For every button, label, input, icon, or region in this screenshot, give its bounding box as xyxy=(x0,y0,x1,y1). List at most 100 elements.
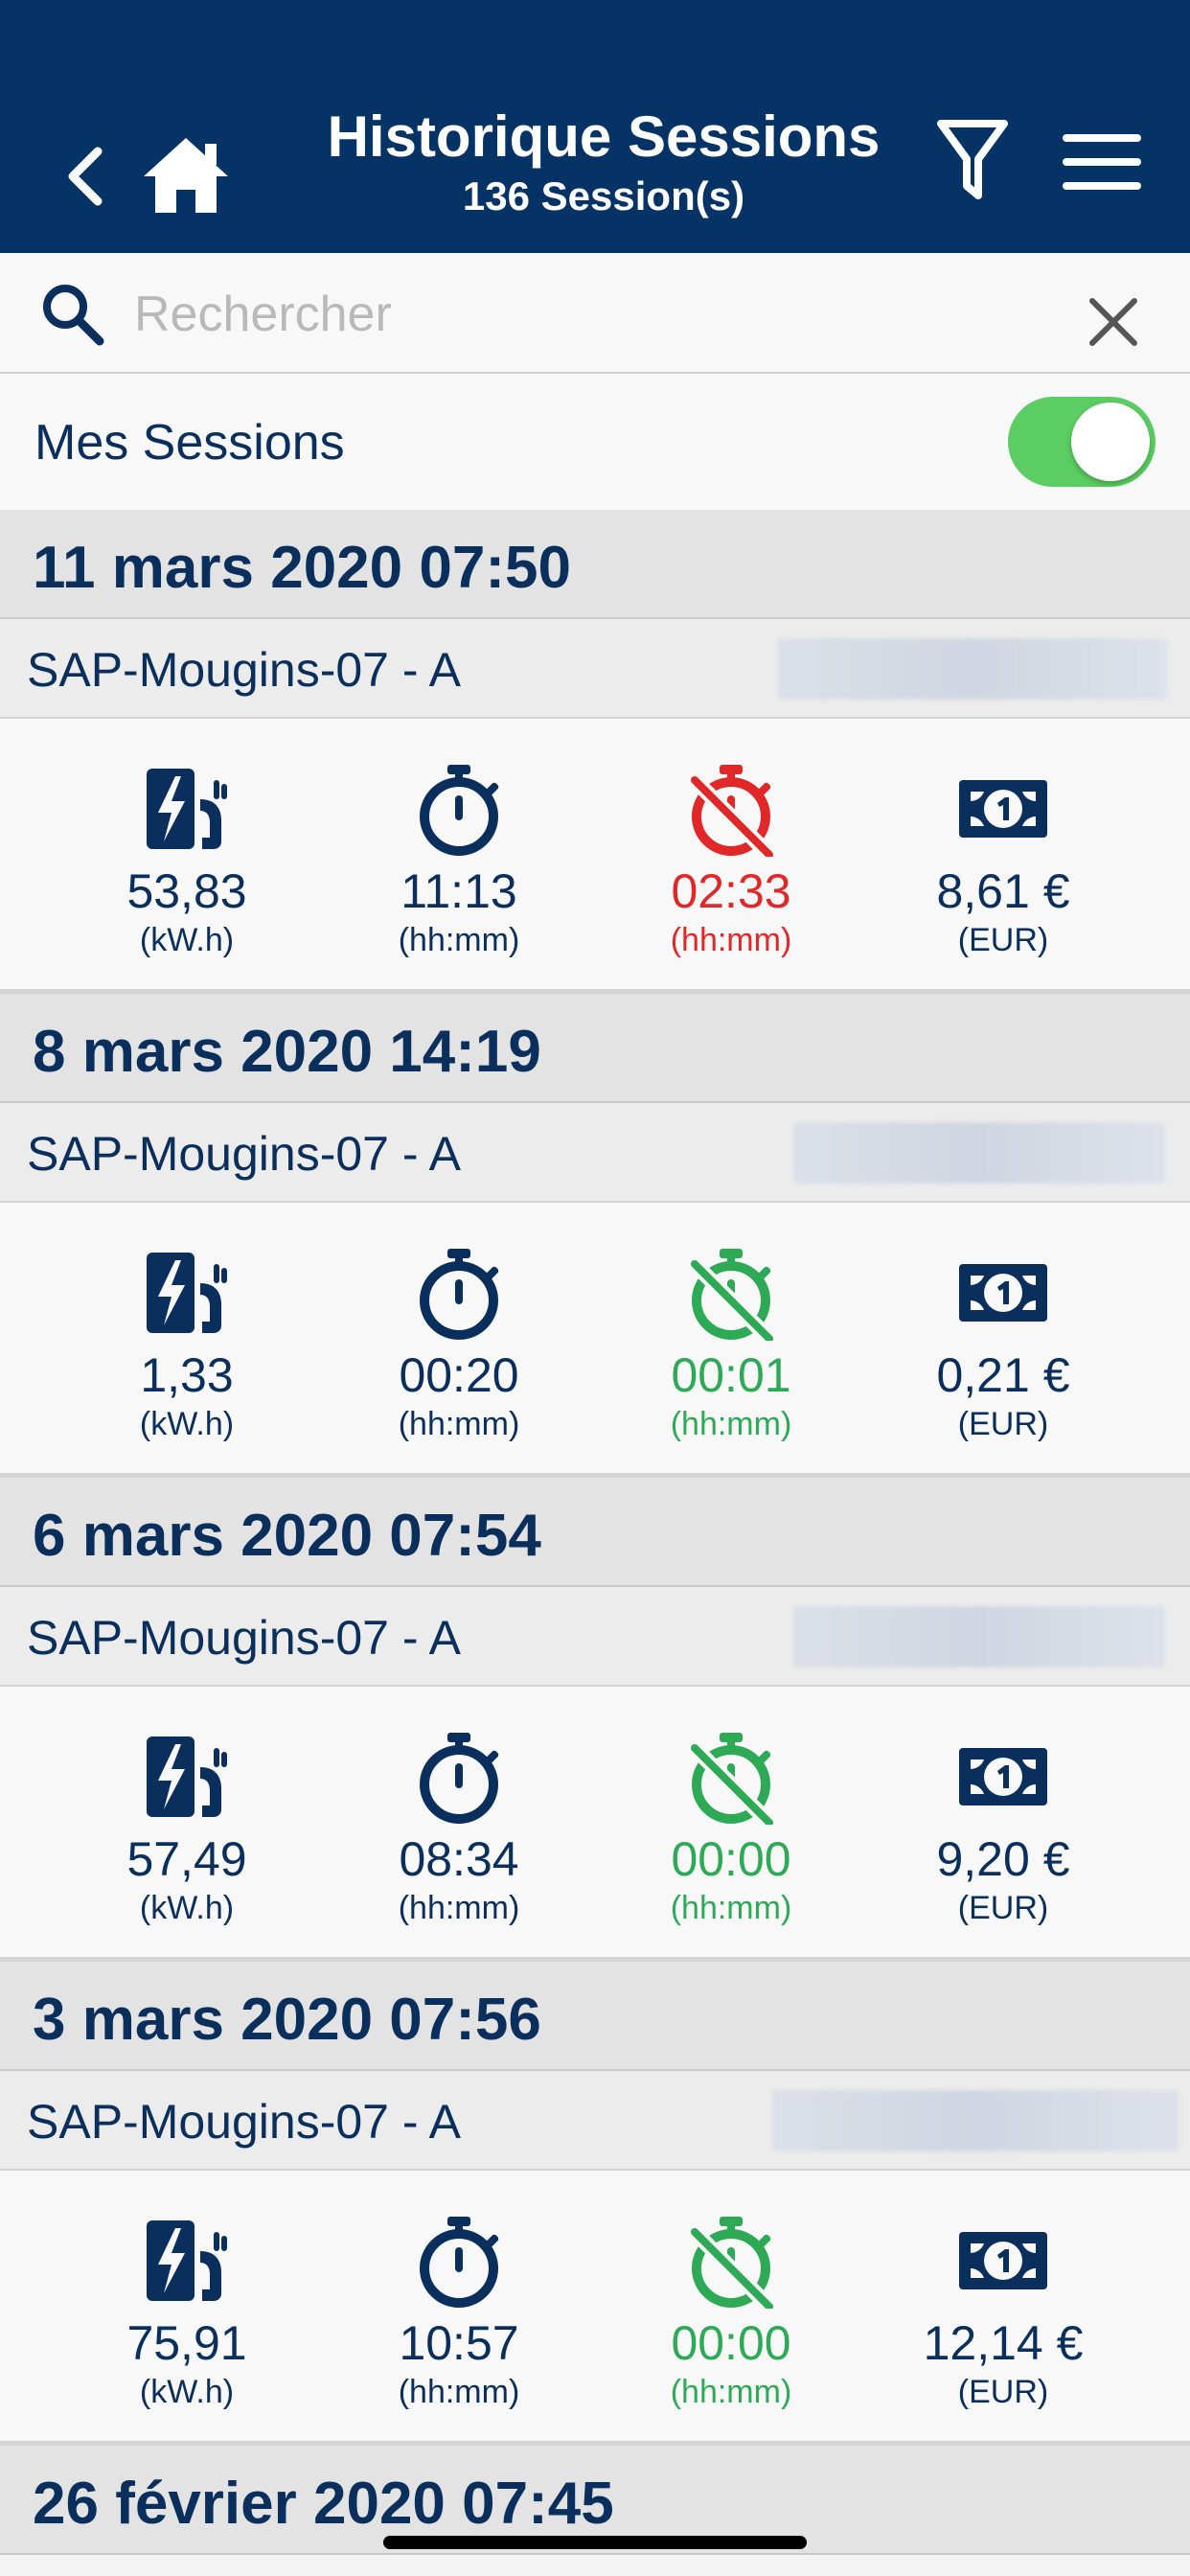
search-icon xyxy=(43,285,104,346)
cost-stat: 0,21 € (EUR) xyxy=(867,1203,1139,1473)
cost-stat: 12,14 € (EUR) xyxy=(867,2171,1139,2441)
session-card[interactable]: 11 mars 2020 07:50 SAP-Mougins-07 - A 53… xyxy=(0,510,1190,994)
session-card[interactable]: 3 mars 2020 07:56 SAP-Mougins-07 - A 75,… xyxy=(0,1962,1190,2446)
session-date-header: 3 mars 2020 07:56 xyxy=(0,1962,1190,2071)
energy-stat: 75,91 (kW.h) xyxy=(51,2171,323,2441)
session-card[interactable]: 6 mars 2020 07:54 SAP-Mougins-07 - A 57,… xyxy=(0,1478,1190,1962)
cost-unit: (EUR) xyxy=(957,2374,1049,2410)
session-stats: 53,83 (kW.h) 11:13 (hh:mm) 02:33 (hh:mm)… xyxy=(0,719,1190,989)
home-icon xyxy=(144,138,228,213)
idle-unit: (hh:mm) xyxy=(670,1890,792,1926)
back-button[interactable] xyxy=(54,138,115,215)
session-stats: 57,49 (kW.h) 08:34 (hh:mm) 00:00 (hh:mm)… xyxy=(0,1687,1190,1957)
divider xyxy=(0,1473,1190,1478)
ev-charging-icon xyxy=(139,761,235,857)
stopwatch-off-icon xyxy=(683,1729,779,1825)
session-date-header: 11 mars 2020 07:50 xyxy=(0,510,1190,619)
redacted-field xyxy=(793,1122,1165,1184)
session-date-header: 6 mars 2020 07:54 xyxy=(0,1478,1190,1587)
page-title: Historique Sessions xyxy=(327,104,881,169)
home-indicator[interactable] xyxy=(383,2536,807,2549)
cost-value: 12,14 € xyxy=(923,2316,1084,2370)
home-button[interactable] xyxy=(140,132,232,218)
station-name: SAP-Mougins-07 - A xyxy=(27,643,461,697)
app-header: Historique Sessions 136 Session(s) xyxy=(0,0,1190,253)
duration-unit: (hh:mm) xyxy=(398,2374,520,2410)
idle-unit: (hh:mm) xyxy=(670,1406,792,1442)
chevron-left-icon xyxy=(68,147,103,206)
menu-button[interactable] xyxy=(1058,128,1146,196)
filter-icon xyxy=(937,120,1008,199)
session-date: 26 février 2020 07:45 xyxy=(33,2471,614,2537)
hamburger-menu-icon xyxy=(1063,134,1141,190)
session-date: 11 mars 2020 07:50 xyxy=(33,535,571,601)
session-date-header: 8 mars 2020 14:19 xyxy=(0,994,1190,1103)
duration-value: 11:13 xyxy=(400,864,517,918)
session-date: 6 mars 2020 07:54 xyxy=(33,1503,541,1569)
duration-value: 00:20 xyxy=(399,1348,519,1402)
duration-stat: 10:57 (hh:mm) xyxy=(323,2171,595,2441)
cost-value: 8,61 € xyxy=(936,864,1070,918)
filter-button[interactable] xyxy=(929,113,1016,209)
my-sessions-label: Mes Sessions xyxy=(34,415,345,471)
energy-unit: (kW.h) xyxy=(139,1406,235,1442)
stopwatch-icon xyxy=(411,2213,507,2309)
search-input[interactable] xyxy=(134,280,1054,349)
stopwatch-off-icon xyxy=(683,2213,779,2309)
idle-value: 00:01 xyxy=(671,1348,791,1402)
session-card[interactable]: 8 mars 2020 14:19 SAP-Mougins-07 - A 1,3… xyxy=(0,994,1190,1478)
station-row: SAP-Mougins-07 - A xyxy=(0,1103,1190,1203)
ev-charging-icon xyxy=(139,2213,235,2309)
my-sessions-row: Mes Sessions xyxy=(0,374,1190,510)
session-card[interactable]: 26 février 2020 07:45 xyxy=(0,2446,1190,2576)
stopwatch-off-icon xyxy=(683,1245,779,1341)
cost-unit: (EUR) xyxy=(957,1890,1049,1926)
station-row: SAP-Mougins-07 - A xyxy=(0,1587,1190,1687)
station-row: SAP-Mougins-07 - A xyxy=(0,2071,1190,2171)
energy-stat: 57,49 (kW.h) xyxy=(51,1687,323,1957)
energy-value: 75,91 xyxy=(126,2316,247,2370)
duration-unit: (hh:mm) xyxy=(398,1890,520,1926)
divider xyxy=(0,1957,1190,1962)
idle-unit: (hh:mm) xyxy=(670,2374,792,2410)
session-stats: 1,33 (kW.h) 00:20 (hh:mm) 00:01 (hh:mm) … xyxy=(0,1203,1190,1473)
idle-value: 00:00 xyxy=(671,2316,791,2370)
station-row: SAP-Mougins-07 - A xyxy=(0,619,1190,719)
idle-stat: 02:33 (hh:mm) xyxy=(595,719,867,989)
session-date-header: 26 février 2020 07:45 xyxy=(0,2446,1190,2555)
session-count: 136 Session(s) xyxy=(462,173,745,218)
session-date: 3 mars 2020 07:56 xyxy=(33,1987,541,2053)
idle-value: 02:33 xyxy=(671,864,791,918)
banknote-icon xyxy=(955,2213,1051,2309)
clear-search-button[interactable] xyxy=(1075,284,1152,360)
session-stats: 75,91 (kW.h) 10:57 (hh:mm) 00:00 (hh:mm)… xyxy=(0,2171,1190,2441)
divider xyxy=(0,2441,1190,2446)
search-bar xyxy=(0,253,1190,374)
redacted-field xyxy=(793,1606,1165,1668)
idle-stat: 00:00 (hh:mm) xyxy=(595,1687,867,1957)
ev-charging-icon xyxy=(139,1245,235,1341)
energy-stat: 53,83 (kW.h) xyxy=(51,719,323,989)
idle-stat: 00:00 (hh:mm) xyxy=(595,2171,867,2441)
cost-stat: 9,20 € (EUR) xyxy=(867,1687,1139,1957)
idle-stat: 00:01 (hh:mm) xyxy=(595,1203,867,1473)
banknote-icon xyxy=(955,1729,1051,1825)
stopwatch-icon xyxy=(411,1245,507,1341)
redacted-field xyxy=(778,638,1167,700)
energy-value: 57,49 xyxy=(126,1832,247,1886)
duration-value: 08:34 xyxy=(399,1832,519,1886)
session-date: 8 mars 2020 14:19 xyxy=(33,1019,541,1085)
cost-value: 0,21 € xyxy=(936,1348,1070,1402)
cost-stat: 8,61 € (EUR) xyxy=(867,719,1139,989)
stopwatch-icon xyxy=(411,761,507,857)
ev-charging-icon xyxy=(139,1729,235,1825)
redacted-field xyxy=(772,2090,1179,2151)
station-name: SAP-Mougins-07 - A xyxy=(27,1127,461,1181)
cost-unit: (EUR) xyxy=(957,922,1049,958)
energy-stat: 1,33 (kW.h) xyxy=(51,1203,323,1473)
banknote-icon xyxy=(955,1245,1051,1341)
station-name: SAP-Mougins-07 - A xyxy=(27,2095,461,2149)
stopwatch-off-icon xyxy=(683,761,779,857)
my-sessions-toggle[interactable] xyxy=(1008,397,1156,487)
stopwatch-icon xyxy=(411,1729,507,1825)
